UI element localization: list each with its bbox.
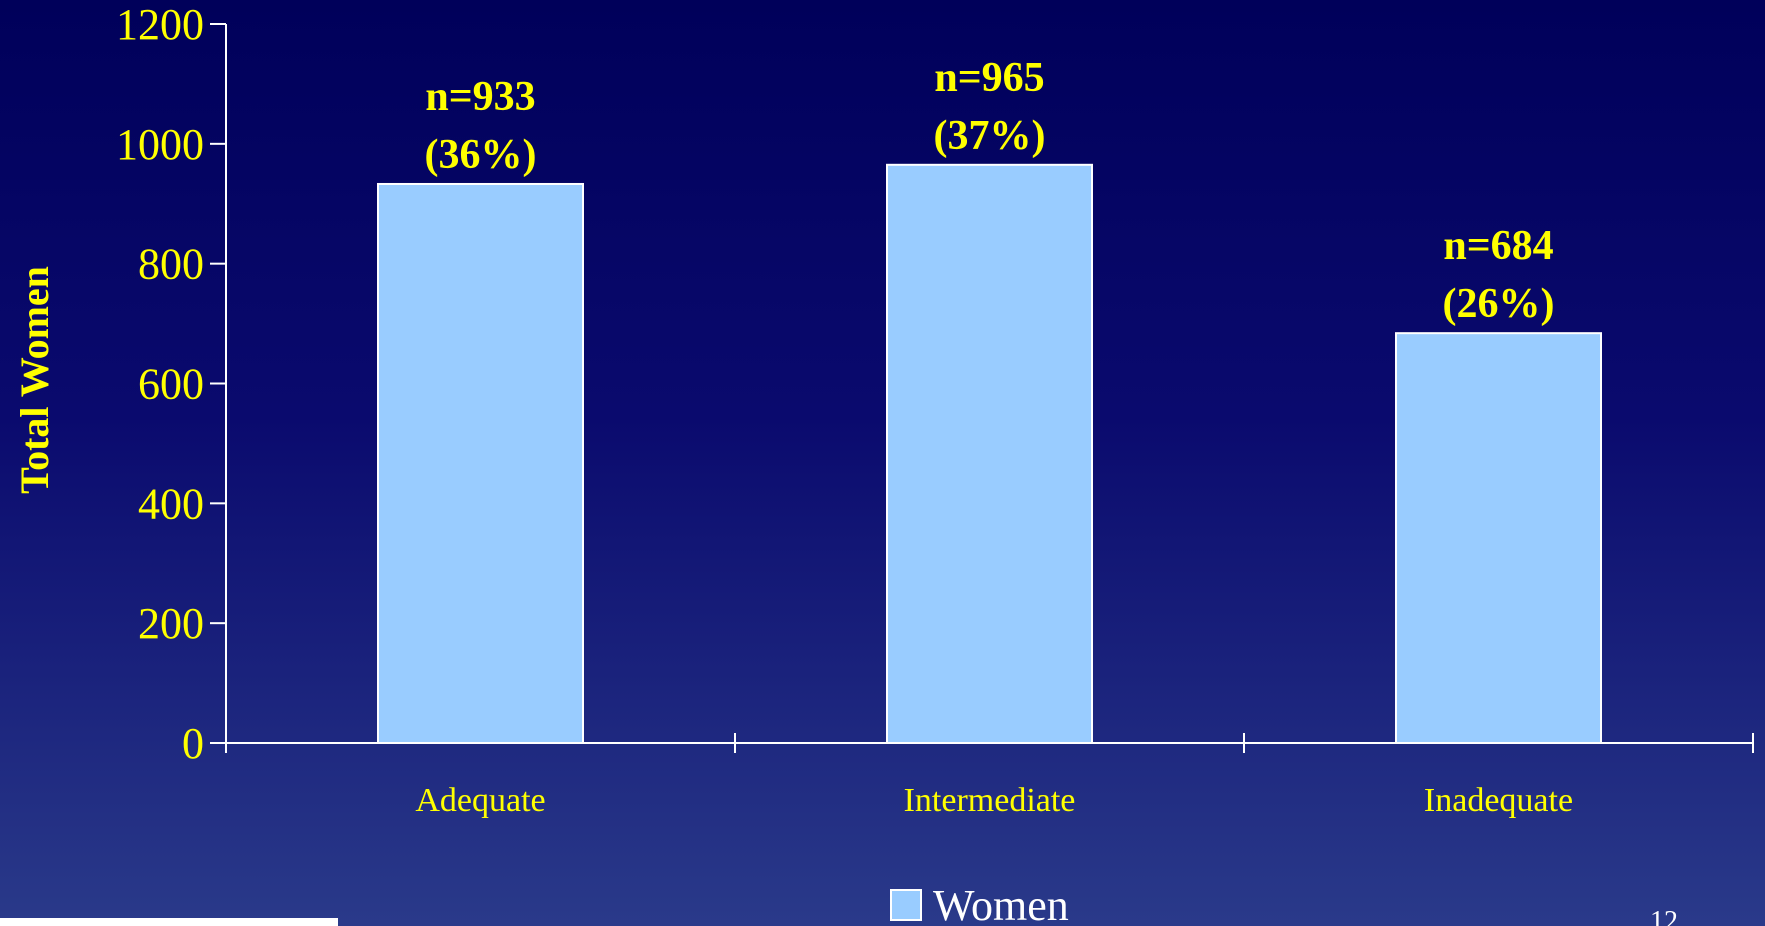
data-label-count: n=684 xyxy=(1443,223,1553,269)
y-tick-label: 1200 xyxy=(116,0,204,49)
data-label-count: n=933 xyxy=(425,74,535,120)
legend-label-women: Women xyxy=(933,881,1069,926)
y-tick-label: 600 xyxy=(138,360,204,409)
x-tick-label: Inadequate xyxy=(1424,782,1573,819)
y-tick-label: 400 xyxy=(138,479,204,528)
y-axis-label: Total Women xyxy=(12,266,57,494)
x-tick-label: Adequate xyxy=(415,782,545,819)
data-label-percent: (26%) xyxy=(1443,281,1555,327)
page-number: 12 xyxy=(1650,906,1678,926)
data-label-count: n=965 xyxy=(934,55,1044,101)
axes-group: 0 200 400 600 800 1000 1200 Adequate Intermediat… xyxy=(116,0,1754,819)
corner-box xyxy=(0,918,338,926)
x-tick-label: Intermediate xyxy=(904,782,1076,819)
bar-inadequate xyxy=(1395,332,1602,744)
legend: Women xyxy=(890,881,1069,926)
data-label-percent: (37%) xyxy=(934,113,1046,159)
y-tick-label: 0 xyxy=(182,719,204,768)
data-label-percent: (36%) xyxy=(425,132,537,178)
bars-group xyxy=(377,163,1602,745)
y-tick-label: 1000 xyxy=(116,120,204,169)
y-tick-label: 200 xyxy=(138,599,204,648)
data-labels-group: n=933 (36%) n=965 (37%) n=684 (26%) xyxy=(425,55,1555,327)
legend-swatch-women xyxy=(890,889,922,921)
y-tick-label: 800 xyxy=(138,240,204,289)
bar-adequate xyxy=(377,182,584,745)
bar-intermediate xyxy=(886,163,1093,745)
